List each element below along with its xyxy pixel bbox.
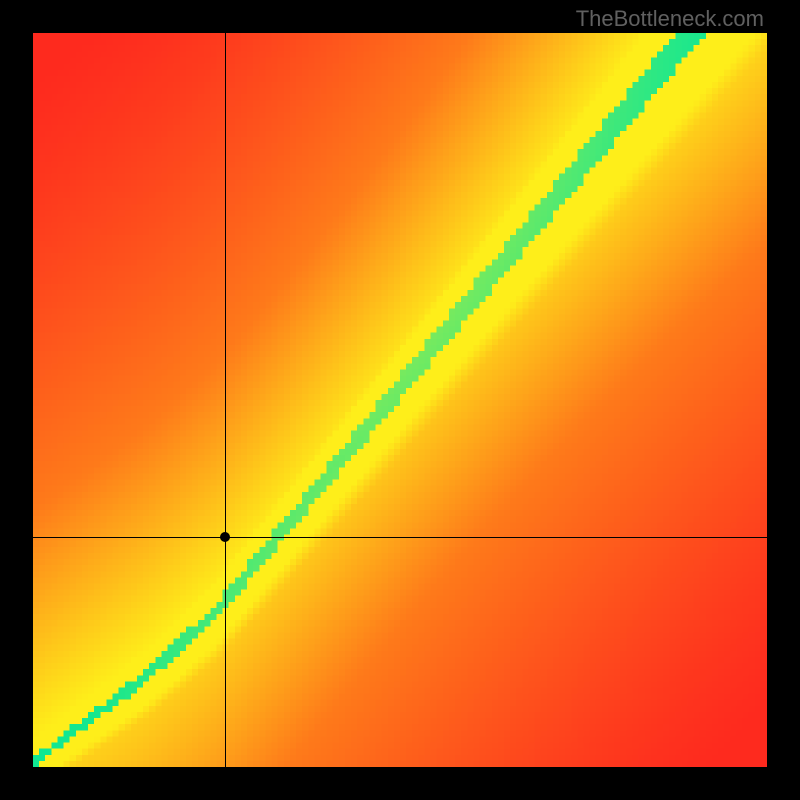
- crosshair-vertical: [225, 33, 226, 767]
- watermark-text: TheBottleneck.com: [576, 6, 764, 32]
- crosshair-horizontal: [33, 537, 767, 538]
- chart-container: TheBottleneck.com: [0, 0, 800, 800]
- bottleneck-heatmap: [33, 33, 767, 767]
